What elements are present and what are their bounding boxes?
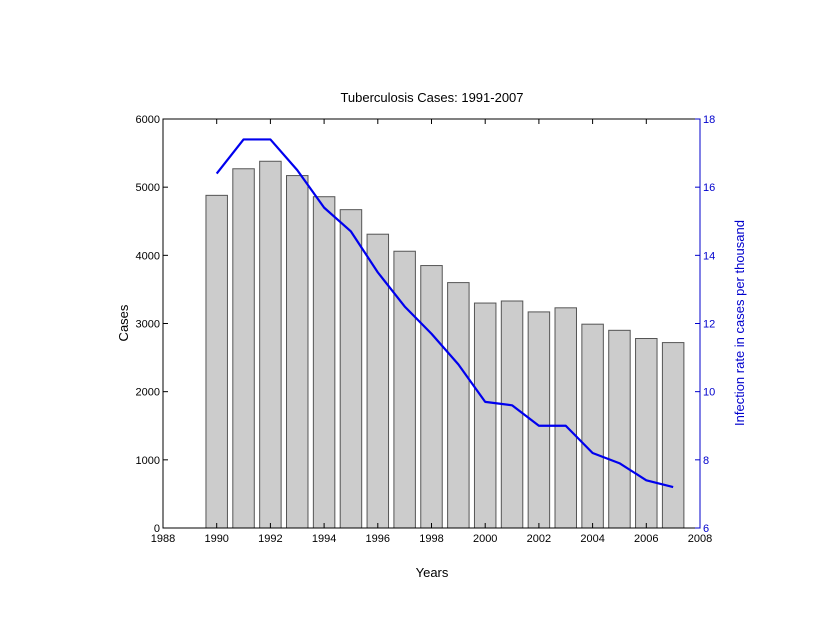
x-tick-label-1996: 1996 <box>366 533 390 545</box>
y-axis-title-left: Cases <box>116 304 131 341</box>
bar-1995 <box>339 209 363 529</box>
bar-1996 <box>366 233 390 529</box>
y-right-tick-label-8: 8 <box>703 455 709 467</box>
bars-layer <box>205 160 685 529</box>
x-tick-label-1998: 1998 <box>419 533 443 545</box>
bar-2005 <box>608 329 631 529</box>
y-right-tick-label-6: 6 <box>703 523 709 535</box>
x-axis: 1988 1990 1992 1994 1996 1998 2000 2002 2004 2006… <box>151 119 712 545</box>
chart-title: Tuberculosis Cases: 1991-2007 <box>340 90 523 105</box>
bar-1997 <box>393 250 416 529</box>
x-tick-label-2002: 2002 <box>527 533 551 545</box>
y-tick-label-3000: 3000 <box>136 319 160 331</box>
bar-2000 <box>473 302 497 529</box>
bar-2006 <box>635 338 658 529</box>
y-axis-right: 6 8 10 12 14 16 18 <box>695 114 715 535</box>
y-right-tick-label-16: 16 <box>703 182 715 194</box>
x-tick-label-2000: 2000 <box>473 533 497 545</box>
bar-1994 <box>312 196 336 529</box>
y-tick-label-0: 0 <box>154 523 160 535</box>
x-tick-label-1988: 1988 <box>151 533 175 545</box>
y-right-tick-label-18: 18 <box>703 114 715 126</box>
x-tick-label-2008: 2008 <box>688 533 712 545</box>
bar-2003 <box>554 307 577 529</box>
y-tick-label-2000: 2000 <box>136 387 160 399</box>
x-axis-title: Years <box>416 565 449 580</box>
y-tick-label-1000: 1000 <box>136 455 160 467</box>
bar-1993 <box>286 175 309 529</box>
x-tick-label-2006: 2006 <box>634 533 658 545</box>
y-right-tick-label-10: 10 <box>703 387 715 399</box>
bar-1990 <box>205 194 228 529</box>
y-right-tick-label-14: 14 <box>703 250 715 262</box>
bar-1992 <box>259 160 282 529</box>
bar-1999 <box>447 282 470 529</box>
bar-2001 <box>500 300 524 529</box>
y-tick-label-6000: 6000 <box>136 114 160 126</box>
bar-1998 <box>420 265 443 529</box>
x-tick-label-2004: 2004 <box>580 533 604 545</box>
y-tick-label-4000: 4000 <box>136 250 160 262</box>
x-tick-label-1994: 1994 <box>312 533 336 545</box>
bar-1991 <box>232 168 255 529</box>
x-tick-label-1990: 1990 <box>204 533 228 545</box>
x-tick-label-1992: 1992 <box>258 533 282 545</box>
bar-2004 <box>581 323 604 529</box>
line-layer <box>215 138 674 489</box>
infection-rate-line <box>215 138 674 489</box>
y-right-tick-label-12: 12 <box>703 319 715 331</box>
y-tick-label-5000: 5000 <box>136 182 160 194</box>
bar-2007 <box>661 342 685 529</box>
y-axis-title-right: Infection rate in cases per thousand <box>732 220 747 426</box>
y-axis-left: 0 1000 2000 3000 4000 5000 6000 <box>136 114 168 535</box>
